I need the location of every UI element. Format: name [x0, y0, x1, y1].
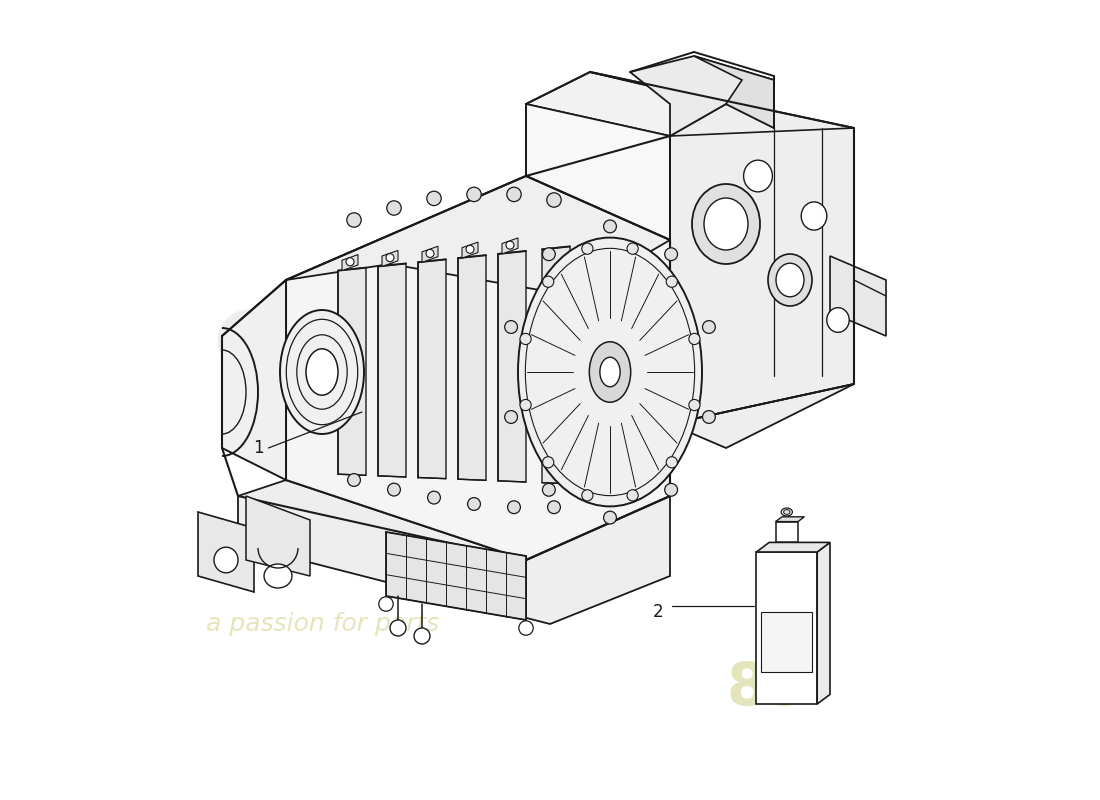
Ellipse shape	[664, 483, 678, 496]
Ellipse shape	[604, 220, 616, 233]
Polygon shape	[630, 56, 774, 136]
Ellipse shape	[542, 457, 553, 468]
Ellipse shape	[547, 193, 561, 207]
Polygon shape	[422, 246, 438, 262]
Polygon shape	[776, 522, 798, 542]
Ellipse shape	[783, 510, 790, 514]
Ellipse shape	[346, 258, 354, 266]
Ellipse shape	[542, 483, 556, 496]
Ellipse shape	[582, 490, 593, 501]
Ellipse shape	[519, 621, 534, 635]
Polygon shape	[757, 552, 817, 704]
Polygon shape	[382, 250, 398, 266]
Ellipse shape	[414, 628, 430, 644]
Ellipse shape	[703, 321, 715, 334]
Polygon shape	[502, 238, 518, 254]
Polygon shape	[776, 517, 804, 522]
Ellipse shape	[426, 250, 434, 258]
Ellipse shape	[428, 491, 440, 504]
Ellipse shape	[667, 457, 678, 468]
Polygon shape	[286, 176, 670, 560]
Polygon shape	[198, 512, 254, 592]
Ellipse shape	[520, 399, 531, 410]
Ellipse shape	[386, 254, 394, 262]
Polygon shape	[542, 246, 570, 484]
Ellipse shape	[387, 201, 402, 215]
Text: 2: 2	[652, 603, 663, 621]
Ellipse shape	[664, 248, 678, 261]
Ellipse shape	[466, 187, 481, 202]
Ellipse shape	[703, 410, 715, 423]
Ellipse shape	[264, 564, 292, 588]
Polygon shape	[462, 242, 478, 258]
Ellipse shape	[468, 498, 481, 510]
Ellipse shape	[387, 483, 400, 496]
Ellipse shape	[507, 501, 520, 514]
Polygon shape	[238, 480, 670, 624]
Ellipse shape	[466, 246, 474, 254]
Ellipse shape	[390, 620, 406, 636]
Ellipse shape	[505, 410, 517, 423]
Ellipse shape	[427, 191, 441, 206]
Polygon shape	[458, 255, 486, 480]
Polygon shape	[526, 72, 726, 136]
Text: etparts: etparts	[214, 290, 603, 382]
Ellipse shape	[507, 187, 521, 202]
Ellipse shape	[506, 241, 514, 249]
Ellipse shape	[667, 276, 678, 287]
Polygon shape	[817, 542, 830, 704]
Ellipse shape	[689, 334, 700, 345]
Polygon shape	[342, 254, 358, 270]
Polygon shape	[830, 256, 886, 336]
Ellipse shape	[776, 263, 804, 297]
Polygon shape	[590, 72, 854, 448]
Ellipse shape	[548, 501, 560, 514]
Ellipse shape	[518, 238, 702, 506]
Polygon shape	[222, 280, 286, 480]
Ellipse shape	[542, 276, 553, 287]
Ellipse shape	[801, 202, 827, 230]
Ellipse shape	[306, 349, 338, 395]
Ellipse shape	[520, 334, 531, 345]
Ellipse shape	[590, 342, 630, 402]
Ellipse shape	[214, 547, 238, 573]
Polygon shape	[761, 612, 813, 672]
Ellipse shape	[542, 248, 556, 261]
Ellipse shape	[505, 321, 517, 334]
Text: 85: 85	[726, 659, 807, 717]
Polygon shape	[286, 176, 670, 296]
Ellipse shape	[768, 254, 812, 306]
Polygon shape	[386, 532, 526, 620]
Ellipse shape	[781, 508, 792, 516]
Ellipse shape	[744, 160, 772, 192]
Ellipse shape	[627, 243, 638, 254]
Ellipse shape	[348, 474, 361, 486]
Polygon shape	[246, 496, 310, 576]
Ellipse shape	[280, 310, 364, 434]
Polygon shape	[378, 263, 406, 477]
Ellipse shape	[582, 243, 593, 254]
Polygon shape	[338, 268, 366, 475]
Ellipse shape	[689, 399, 700, 410]
Ellipse shape	[704, 198, 748, 250]
Polygon shape	[757, 542, 830, 552]
Ellipse shape	[378, 597, 393, 611]
Polygon shape	[418, 259, 446, 478]
Ellipse shape	[692, 184, 760, 264]
Ellipse shape	[600, 358, 620, 386]
Text: 1: 1	[253, 439, 263, 457]
Ellipse shape	[627, 490, 638, 501]
Polygon shape	[694, 56, 774, 128]
Ellipse shape	[604, 511, 616, 524]
Ellipse shape	[827, 308, 849, 332]
Polygon shape	[498, 251, 526, 482]
Text: a passion for parts: a passion for parts	[206, 612, 439, 636]
Polygon shape	[526, 104, 670, 424]
Ellipse shape	[346, 213, 361, 227]
